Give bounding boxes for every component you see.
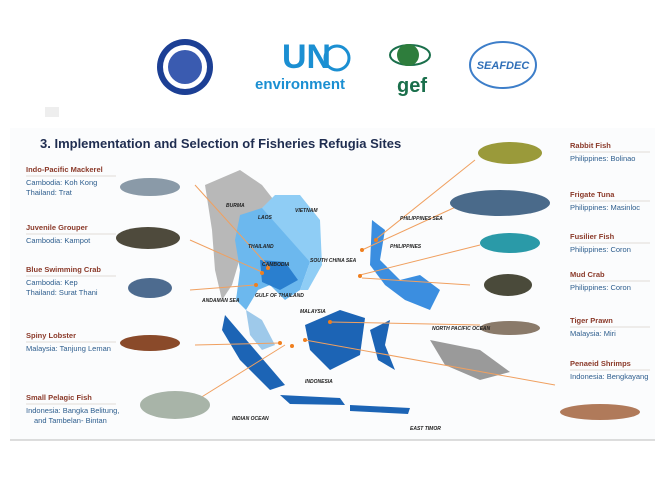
lobster-illustration: [120, 335, 180, 351]
map-label: MALAYSIA: [300, 309, 326, 315]
slide-title: 3. Implementation and Selection of Fishe…: [40, 136, 401, 151]
site-dot: [358, 274, 362, 278]
site-location: Thailand: Trat: [26, 188, 73, 197]
map-label: SOUTH CHINA SEA: [310, 258, 357, 264]
crab-illustration: [128, 278, 172, 298]
site-dot: [290, 344, 294, 348]
rabbitfish-illustration: [478, 142, 542, 164]
site-location: Philippines: Coron: [570, 245, 631, 254]
map-label: LAOS: [258, 215, 273, 221]
species-name: Juvenile Grouper: [26, 223, 88, 232]
un-logo-subtext: environment: [255, 76, 345, 93]
site-location: Philippines: Coron: [570, 283, 631, 292]
site-location: Philippines: Bolinao: [570, 154, 635, 163]
map-label: VIETNAM: [295, 208, 318, 214]
species-name: Small Pelagic Fish: [26, 393, 92, 402]
gef-logo-text: gef: [397, 75, 427, 97]
species-name: Mud Crab: [570, 270, 605, 279]
species-name: Indo-Pacific Mackerel: [26, 165, 103, 174]
map-label: GULF OF THAILAND: [255, 293, 304, 299]
site-location: and Tambelan- Bintan: [34, 416, 107, 425]
species-name: Frigate Tuna: [570, 190, 615, 199]
site-dot: [303, 338, 307, 342]
site-location: Thailand: Surat Thani: [26, 288, 98, 297]
map-label: INDONESIA: [305, 379, 333, 385]
species-name: Spiny Lobster: [26, 331, 76, 340]
site-dot: [278, 341, 282, 345]
panel: [10, 128, 655, 440]
map-label: EAST TIMOR: [410, 426, 441, 432]
fusilier-illustration: [480, 233, 540, 253]
site-location: Malaysia: Miri: [570, 329, 616, 338]
map-label: NORTH PACIFIC OCEAN: [432, 326, 491, 332]
ministry-logo-core: [168, 50, 202, 84]
species-name: Penaeid Shrimps: [570, 359, 631, 368]
site-dot: [254, 283, 258, 287]
site-location: Cambodia: Koh Kong: [26, 178, 97, 187]
site-location: Indonesia: Bengkayang: [570, 372, 648, 381]
seafdec-logo-text: SEAFDEC: [477, 60, 531, 72]
species-name: Fusilier Fish: [570, 232, 615, 241]
species-name: Tiger Prawn: [570, 316, 613, 325]
site-location: Philippines: Masinloc: [570, 203, 640, 212]
site-dot: [328, 320, 332, 324]
slide: UN environment gef SEAFDEC 3. Implementa…: [0, 0, 663, 491]
site-location: Indonesia: Bangka Belitung,: [26, 406, 119, 415]
map-label: BURMA: [226, 203, 245, 209]
map-label: ANDAMAN SEA: [201, 298, 240, 304]
site-location: Malaysia: Tanjung Leman: [26, 344, 111, 353]
grouper-illustration: [116, 227, 180, 249]
gef-globe: [397, 44, 419, 66]
map-label: CAMBODIA: [262, 262, 290, 268]
shrimp-illustration: [560, 404, 640, 420]
site-location: Cambodia: Kampot: [26, 236, 91, 245]
map-label: PHILIPPINES: [390, 244, 422, 250]
map-label: INDIAN OCEAN: [232, 416, 269, 422]
site-dot: [260, 271, 264, 275]
site-dot: [360, 248, 364, 252]
pelagic-illustration: [140, 391, 210, 419]
tuna-illustration: [450, 190, 550, 216]
placeholder-box: [45, 107, 59, 117]
mackerel-illustration: [120, 178, 180, 196]
site-location: Cambodia: Kep: [26, 278, 78, 287]
species-name: Rabbit Fish: [570, 141, 611, 150]
map-label: PHILIPPINES SEA: [400, 216, 443, 222]
site-dot: [374, 238, 378, 242]
species-name: Blue Swimming Crab: [26, 265, 101, 274]
mudcrab-illustration: [484, 274, 532, 296]
map-label: THAILAND: [248, 244, 274, 250]
